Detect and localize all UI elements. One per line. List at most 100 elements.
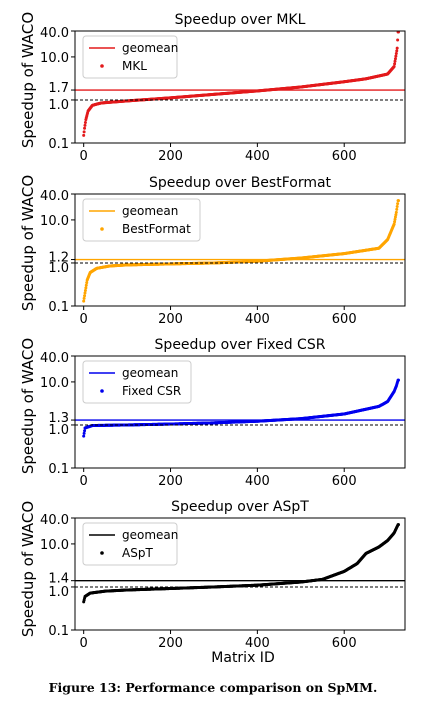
y-tick-label: 1.4 [48, 572, 69, 587]
data-point [393, 217, 397, 221]
data-point [395, 205, 399, 208]
y-tick-label: 1.7 [48, 81, 69, 96]
figure-ylabel-3: Speedup of WACO [19, 338, 37, 474]
data-point [393, 220, 397, 224]
x-tick-label: 600 [332, 474, 357, 489]
y-tick-label: 40.0 [40, 26, 69, 41]
x-tick-label: 600 [332, 312, 357, 327]
x-tick-label: 200 [158, 636, 183, 651]
data-point [394, 210, 398, 214]
y-tick-label: 10.0 [40, 376, 69, 391]
legend-series-swatch [100, 227, 104, 231]
plot-frame [74, 193, 406, 307]
y-tick-label: 1.0 [48, 98, 69, 113]
data-point [395, 49, 399, 53]
data-point [395, 46, 399, 50]
data-point [84, 286, 88, 290]
legend: geomean MKL [82, 35, 178, 79]
plot-frame [74, 517, 406, 631]
x-tick-label: 400 [245, 312, 270, 327]
x-tick-label: 0 [80, 636, 88, 651]
data-point [85, 281, 89, 285]
data-point [393, 57, 397, 61]
data-point [392, 64, 396, 68]
figure-ylabel-1: Speedup of WACO [19, 12, 37, 148]
data-point [395, 207, 399, 211]
y-tick-label: 40.0 [40, 513, 69, 528]
y-tick-label: 1.0 [48, 585, 69, 600]
y-tick-label: 10.0 [40, 538, 69, 553]
data-point [82, 299, 86, 303]
y-tick-label: 1.0 [48, 261, 69, 276]
data-point [83, 126, 87, 130]
legend-geomean-label: geomean [122, 204, 178, 218]
data-point [83, 294, 87, 298]
y-tick-label: 0.1 [48, 137, 69, 152]
data-point [396, 199, 400, 203]
legend: geomean Fixed CSR [82, 360, 192, 404]
y-tick-label: 10.0 [40, 214, 69, 229]
data-point [393, 59, 397, 63]
data-point [82, 431, 86, 435]
data-point [83, 123, 87, 127]
data-point [82, 130, 86, 134]
x-tick-label: 400 [245, 636, 270, 651]
plot-frame [74, 355, 406, 469]
data-point [396, 523, 400, 527]
data-point [394, 54, 398, 58]
legend-series-swatch [100, 551, 104, 555]
data-points-fixed-csr [82, 378, 400, 438]
data-point [396, 378, 400, 382]
chart-title: Speedup over BestFormat [149, 175, 332, 191]
x-tick-label: 600 [332, 636, 357, 651]
legend-box [82, 522, 178, 566]
x-tick-label: 600 [332, 149, 357, 164]
legend-box [82, 360, 192, 404]
data-points-bestformat [82, 199, 400, 303]
data-point [394, 213, 398, 217]
x-tick-label: 0 [80, 149, 88, 164]
data-point [83, 291, 87, 295]
legend-geomean-label: geomean [122, 41, 178, 55]
y-tick-label: 0.1 [48, 300, 69, 315]
y-tick-label: 40.0 [40, 189, 69, 204]
x-tick-label: 0 [80, 312, 88, 327]
y-tick-label: 0.1 [48, 624, 69, 639]
data-point [84, 283, 88, 287]
figure-ylabel-4: Speedup of WACO [19, 501, 37, 637]
data-point [393, 215, 397, 219]
x-tick-label: 400 [245, 474, 270, 489]
legend: geomean BestFormat [82, 198, 201, 242]
x-tick-label: 400 [245, 149, 270, 164]
chart-title: Speedup over Fixed CSR [155, 337, 326, 353]
x-tick-label: 200 [158, 474, 183, 489]
chart-title: Speedup over MKL [175, 12, 306, 28]
data-point [392, 222, 396, 226]
plot-frame [74, 30, 406, 144]
legend-geomean-label: geomean [122, 366, 178, 380]
legend-series-label: Fixed CSR [122, 384, 181, 398]
x-tick-label: 0 [80, 474, 88, 489]
y-tick-label: 1.2 [48, 251, 69, 266]
data-point [396, 38, 400, 42]
data-point [83, 288, 87, 292]
panel-4: Speedup over ASpT 0.1 1.01.4 10.0 40.0 0 200 40… [40, 499, 406, 651]
panel-2: Speedup over BestFormat 0.1 1.01.2 10.0 40.0… [40, 175, 406, 327]
figure-ylabel-2: Speedup of WACO [19, 175, 37, 311]
data-point [83, 120, 87, 124]
data-point [83, 429, 87, 433]
data-point [393, 62, 397, 66]
legend-box [82, 198, 201, 242]
figure-xlabel: Matrix ID [211, 650, 274, 666]
x-tick-label: 200 [158, 149, 183, 164]
legend-series-swatch [100, 64, 104, 68]
legend-series-label: MKL [122, 59, 147, 73]
data-point [82, 434, 86, 438]
y-tick-label: 0.1 [48, 462, 69, 477]
legend-box [82, 35, 178, 79]
legend-series-label: BestFormat [122, 222, 191, 236]
x-tick-label: 200 [158, 312, 183, 327]
legend: geomean ASpT [82, 522, 178, 566]
data-point [82, 296, 86, 300]
